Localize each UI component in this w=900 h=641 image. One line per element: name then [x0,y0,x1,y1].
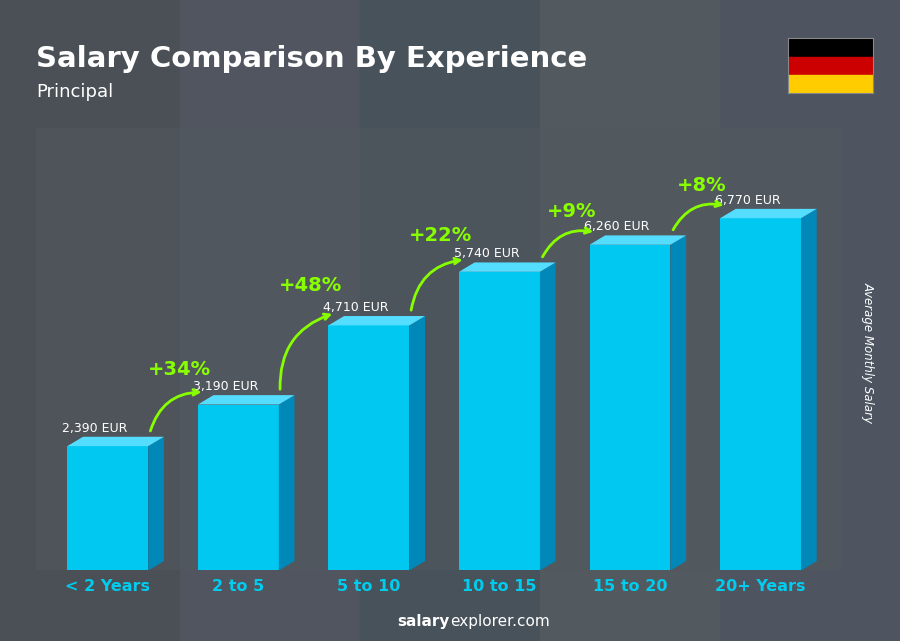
Bar [68,446,148,570]
Text: 2,390 EUR: 2,390 EUR [62,422,128,435]
Polygon shape [670,235,686,570]
Text: 3,190 EUR: 3,190 EUR [193,380,258,393]
Polygon shape [328,316,425,326]
Text: Average Monthly Salary: Average Monthly Salary [862,282,875,423]
Polygon shape [68,437,164,446]
Polygon shape [801,209,816,570]
Bar [328,326,410,570]
Text: +9%: +9% [546,202,596,221]
Polygon shape [410,316,425,570]
Bar [788,75,873,93]
Bar [459,272,540,570]
Polygon shape [198,395,294,404]
Bar [720,218,801,570]
Polygon shape [279,395,294,570]
Text: +8%: +8% [677,176,726,195]
Bar [788,56,873,75]
Text: 6,260 EUR: 6,260 EUR [584,221,650,233]
Text: +34%: +34% [148,360,211,379]
Polygon shape [720,209,816,218]
Text: 6,770 EUR: 6,770 EUR [715,194,780,207]
Text: Principal: Principal [36,83,113,101]
Polygon shape [459,262,555,272]
Polygon shape [590,235,686,245]
Bar [788,38,873,56]
Text: 5,740 EUR: 5,740 EUR [454,247,519,260]
Bar [590,245,670,570]
Text: +22%: +22% [410,226,472,244]
Text: salary: salary [398,615,450,629]
Polygon shape [148,437,164,570]
Text: Salary Comparison By Experience: Salary Comparison By Experience [36,45,587,73]
Text: explorer.com: explorer.com [450,615,550,629]
Polygon shape [540,262,555,570]
Text: +48%: +48% [278,276,342,295]
Bar [198,404,279,570]
Text: 4,710 EUR: 4,710 EUR [323,301,389,314]
